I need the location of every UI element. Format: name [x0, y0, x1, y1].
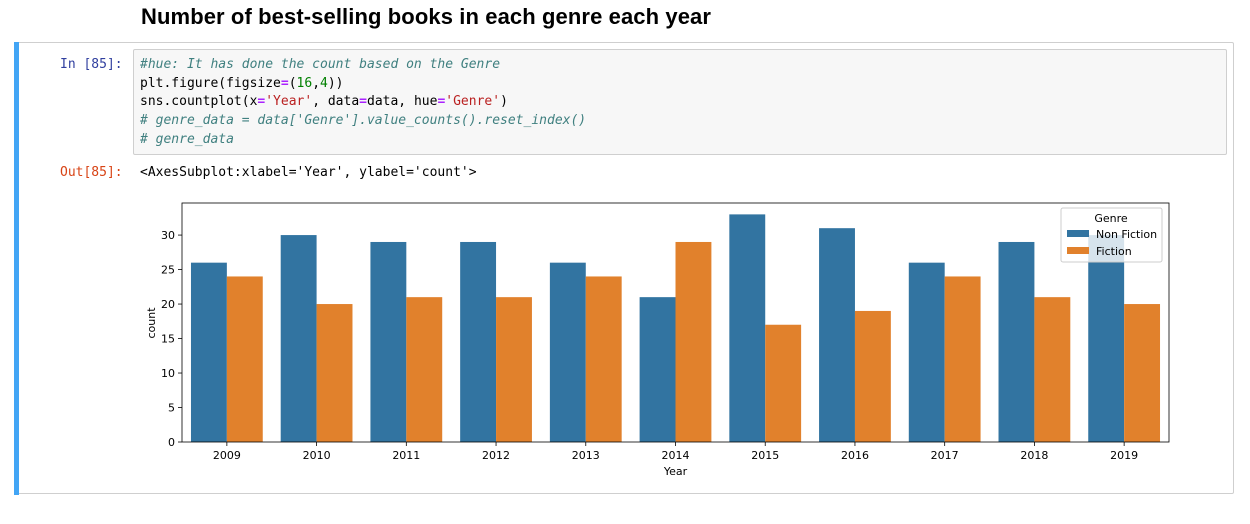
- code-line: # genre_data = data['Genre'].value_count…: [140, 112, 586, 131]
- x-tick-label-2012: 2012: [482, 449, 510, 462]
- bar-fiction-2009: [226, 276, 263, 442]
- y-axis-label: count: [145, 307, 158, 339]
- code-token: 'Genre': [445, 94, 501, 110]
- code-token: ,: [312, 75, 321, 91]
- bar-fiction-2016: [854, 310, 891, 442]
- bar-non-fiction-2010: [280, 235, 317, 442]
- markdown-heading: Number of best-selling books in each gen…: [141, 4, 712, 29]
- code-token: # genre_data = data['Genre'].value_count…: [140, 113, 587, 129]
- code-token: =: [280, 75, 289, 91]
- bar-non-fiction-2019: [1088, 235, 1125, 442]
- bar-fiction-2012: [496, 297, 532, 442]
- x-tick-label-2017: 2017: [931, 449, 959, 462]
- legend-label-fiction: Fiction: [1096, 245, 1132, 258]
- bar-fiction-2011: [406, 297, 443, 442]
- y-tick-label: 5: [168, 402, 175, 415]
- legend: Genre Non Fiction Fiction: [1060, 207, 1163, 263]
- y-tick-label: 20: [161, 298, 175, 311]
- legend-swatch-non-fiction: [1067, 230, 1089, 237]
- code-editor[interactable]: #hue: It has done the count based on the…: [140, 56, 586, 149]
- y-tick-label: 10: [161, 367, 175, 380]
- output-text: <AxesSubplot:xlabel='Year', ylabel='coun…: [140, 165, 477, 180]
- bar-fiction-2013: [585, 276, 622, 442]
- x-tick-label-2009: 2009: [213, 449, 241, 462]
- bar-fiction-2010: [316, 304, 353, 442]
- bar-non-fiction-2013: [549, 262, 586, 442]
- code-token: #hue: It has done the count based on the…: [140, 57, 501, 72]
- bar-fiction-2019: [1124, 304, 1161, 442]
- bar-fiction-2014: [675, 241, 712, 442]
- code-token: =: [359, 94, 367, 110]
- code-token: sns.countplot(x: [140, 94, 258, 110]
- y-tick-label: 0: [168, 436, 175, 449]
- cell-selection-bar: [14, 42, 19, 495]
- code-token: =: [437, 94, 446, 110]
- bar-fiction-2017: [944, 276, 981, 442]
- x-tick-label-2014: 2014: [662, 449, 690, 462]
- code-token: data, hue: [367, 94, 438, 110]
- input-prompt: In [85]:: [60, 57, 123, 72]
- countplot-chart: 0 5 10 15 20 25 30 2009 2010 2011 2012 2013 2014 201…: [145, 202, 1170, 478]
- code-token: 16: [296, 75, 313, 91]
- legend-title: Genre: [1094, 212, 1128, 225]
- bar-fiction-2018: [1034, 297, 1071, 442]
- bar-fiction-2015: [765, 324, 802, 442]
- code-token: =: [257, 94, 266, 110]
- code-token: )): [327, 75, 344, 91]
- output-prompt: Out[85]:: [60, 165, 123, 180]
- code-token: ): [500, 94, 508, 110]
- bar-non-fiction-2012: [460, 241, 497, 442]
- x-tick-label-2016: 2016: [841, 449, 869, 462]
- code-line: plt.figure(figsize=(16,4)): [140, 75, 586, 94]
- x-tick-label-2011: 2011: [392, 449, 420, 462]
- x-tick-label-2013: 2013: [572, 449, 600, 462]
- y-tick-label: 25: [161, 264, 175, 277]
- legend-label-non-fiction: Non Fiction: [1096, 228, 1157, 241]
- bar-non-fiction-2018: [998, 241, 1035, 442]
- x-tick-label-2018: 2018: [1020, 449, 1048, 462]
- code-line: #hue: It has done the count based on the…: [140, 56, 586, 75]
- y-tick-label: 15: [161, 333, 175, 346]
- y-tick-label: 30: [161, 229, 175, 242]
- bar-non-fiction-2017: [908, 262, 945, 442]
- x-axis-label: Year: [663, 465, 688, 478]
- x-tick-label-2010: 2010: [303, 449, 331, 462]
- bar-non-fiction-2015: [729, 214, 766, 442]
- code-line: # genre_data: [140, 131, 586, 150]
- bar-non-fiction-2009: [190, 262, 227, 442]
- code-token: 'Year': [265, 94, 313, 110]
- code-token: (: [288, 75, 297, 91]
- code-line: sns.countplot(x='Year', data=data, hue='…: [140, 93, 586, 112]
- code-input-area[interactable]: [133, 49, 1227, 155]
- code-token: plt.figure(figsize: [140, 75, 281, 91]
- x-tick-label-2015: 2015: [751, 449, 779, 462]
- legend-swatch-fiction: [1067, 247, 1089, 254]
- x-tick-label-2019: 2019: [1110, 449, 1138, 462]
- bar-non-fiction-2011: [370, 241, 407, 442]
- code-token: # genre_data: [140, 131, 234, 147]
- code-token: , data: [312, 94, 360, 110]
- bar-non-fiction-2016: [819, 228, 855, 442]
- bar-non-fiction-2014: [639, 297, 676, 442]
- code-token: 4: [320, 75, 328, 91]
